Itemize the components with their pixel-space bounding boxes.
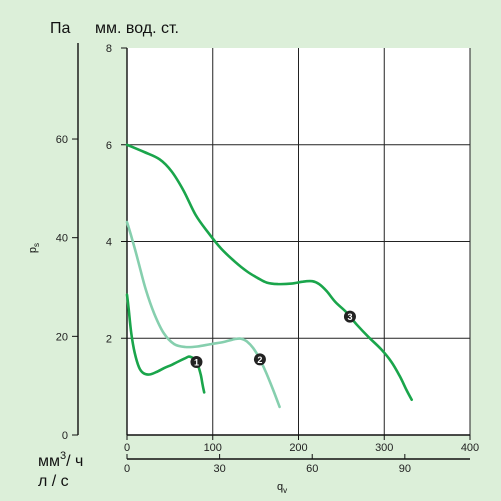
curve-marker-label-3: 3 xyxy=(347,312,352,322)
x-axis-title-main: q xyxy=(277,481,283,493)
unit-label-m3h-sup: 3 xyxy=(60,450,66,462)
curve-marker-1 xyxy=(190,355,203,368)
y-tick-label-pa: 20 xyxy=(56,331,68,343)
x-axis-title: qv xyxy=(277,481,287,495)
curve-3 xyxy=(125,143,413,401)
y-tick-label-mmwc: 4 xyxy=(106,237,112,249)
unit-label-m3h-suffix: / ч xyxy=(66,453,83,470)
x-tick-label-ls: 60 xyxy=(306,463,318,475)
y-tick-label-mmwc: 6 xyxy=(106,140,112,152)
unit-label-ls: л / с xyxy=(38,473,69,490)
x-tick-label-m3h: 400 xyxy=(461,442,479,454)
x-tick-label-m3h: 200 xyxy=(289,442,307,454)
unit-label-m3h-base: мм xyxy=(38,453,60,470)
curve-marker-2 xyxy=(253,353,266,366)
y-tick-label-pa: 40 xyxy=(56,233,68,245)
unit-label-pa: Па xyxy=(50,20,71,37)
x-tick-label-ls: 90 xyxy=(399,463,411,475)
y-axis-title: ps xyxy=(27,243,41,253)
y-axis-title-sub: s xyxy=(32,243,41,247)
x-tick-label-m3h: 0 xyxy=(124,442,130,454)
curve-marker-3 xyxy=(343,310,356,323)
x-tick-label-ls: 30 xyxy=(213,463,225,475)
curve-marker-label-1: 1 xyxy=(194,357,199,367)
x-axis-title-sub: v xyxy=(283,486,287,495)
y-tick-label-mmwc: 2 xyxy=(106,333,112,345)
unit-label-mmwc: мм. вод. ст. xyxy=(95,20,179,37)
y-tick-label-pa: 60 xyxy=(56,134,68,146)
y-tick-label-pa: 0 xyxy=(62,430,68,442)
x-tick-label-m3h: 300 xyxy=(375,442,393,454)
y-axis-title-main: p xyxy=(27,247,39,253)
y-tick-label-mmwc: 8 xyxy=(106,43,112,55)
x-tick-label-m3h: 100 xyxy=(204,442,222,454)
unit-label-m3h: мм3/ ч xyxy=(38,450,83,470)
curve-marker-label-2: 2 xyxy=(257,355,262,365)
x-tick-label-ls: 0 xyxy=(124,463,130,475)
